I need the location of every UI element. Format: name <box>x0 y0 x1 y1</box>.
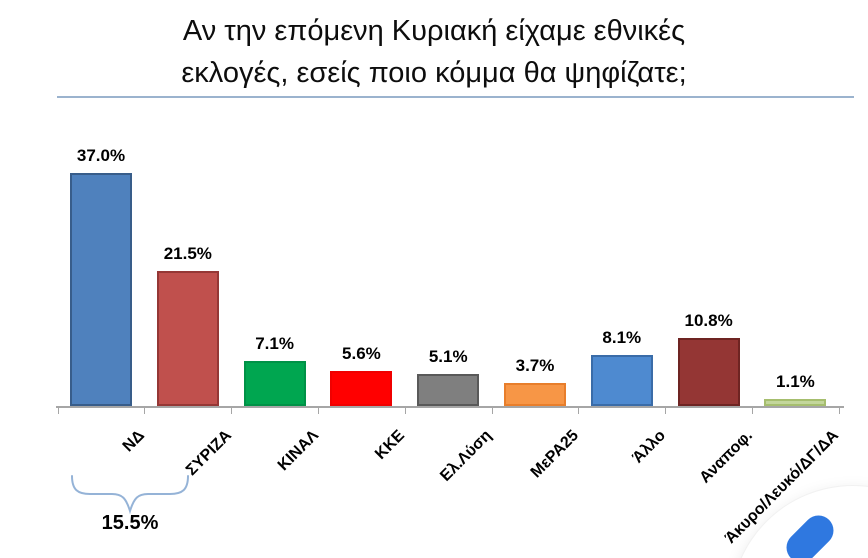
bar <box>417 373 480 406</box>
chart-title-line2: εκλογές, εσείς ποιο κόμμα θα ψηφίζατε; <box>181 57 687 89</box>
bar <box>330 370 393 406</box>
bar <box>243 361 306 406</box>
pencil-icon <box>780 509 840 558</box>
bar <box>156 270 219 406</box>
bar <box>70 172 132 406</box>
bar <box>677 337 740 406</box>
bar-value-label: 3.7% <box>515 355 555 375</box>
x-axis-tick <box>752 406 753 414</box>
x-axis-tick <box>144 406 146 414</box>
bar-value-label: 7.1% <box>255 334 294 354</box>
bar-value-label: 10.8% <box>684 310 733 330</box>
bar-value-label: 5.6% <box>342 343 381 363</box>
bar <box>764 399 827 406</box>
x-axis-tick <box>578 406 580 414</box>
chart-title-line1: Αν την επόμενη Κυριακή είχαμε εθνικές <box>182 15 686 47</box>
bar <box>504 382 566 406</box>
x-axis-tick <box>57 406 59 414</box>
bar-value-label: 5.1% <box>428 346 468 366</box>
brace-gap-label: 15.5% <box>101 512 159 534</box>
title-divider <box>57 96 854 98</box>
x-axis-tick <box>231 406 233 414</box>
x-axis-tick <box>404 406 406 414</box>
x-axis-tick <box>838 406 840 414</box>
bar-value-label: 1.1% <box>776 372 815 392</box>
x-axis-tick <box>318 406 319 414</box>
bar <box>590 354 653 406</box>
bar-value-label: 21.5% <box>163 243 212 263</box>
x-axis-tick <box>665 406 667 414</box>
bar-value-label: 8.1% <box>602 327 642 347</box>
bar-value-label: 37.0% <box>76 145 126 165</box>
x-axis <box>56 406 844 408</box>
chart-title: Αν την επόμενη Κυριακή είχαμε εθνικές εκ… <box>20 10 848 94</box>
brace-annotation <box>71 475 189 515</box>
x-axis-tick <box>491 406 493 414</box>
